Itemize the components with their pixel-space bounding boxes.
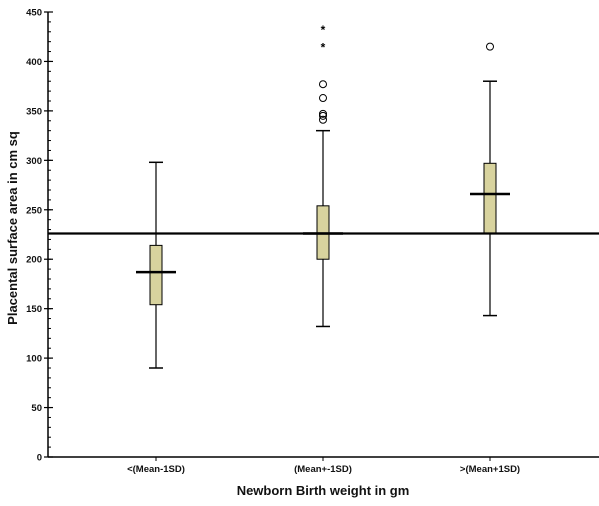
y-tick-label: 350	[26, 106, 42, 117]
y-axis-title: Placental surface area in cm sq	[5, 131, 20, 325]
outlier-point	[319, 80, 327, 89]
x-tick-label: (Mean+-1SD)	[294, 464, 352, 475]
x-tick-label: <(Mean-1SD)	[127, 464, 185, 475]
plot-area: 0 50 100 150 200 250 300 350 400 450 <(Mean-1SD) (M…	[26, 8, 599, 475]
y-tick-label: 100	[26, 354, 42, 365]
outlier-point	[486, 42, 494, 51]
box-group	[470, 42, 510, 317]
y-tick-label: 150	[26, 304, 42, 315]
y-tick-label: 0	[37, 453, 42, 464]
outlier-point	[319, 111, 327, 120]
box-group: **	[303, 23, 343, 328]
iqr-box	[483, 162, 497, 235]
y-tick-label: 50	[31, 403, 42, 414]
x-axis-title: Newborn Birth weight in gm	[237, 483, 410, 498]
extreme-point: *	[321, 41, 326, 55]
x-tick-label: >(Mean+1SD)	[460, 464, 520, 475]
outlier-point	[319, 94, 327, 103]
iqr-box	[149, 244, 163, 306]
y-tick-label: 250	[26, 205, 42, 216]
box-group	[136, 161, 176, 369]
extreme-point: *	[321, 23, 326, 37]
y-tick-label: 400	[26, 57, 42, 68]
y-tick-label: 300	[26, 156, 42, 167]
y-tick-label: 200	[26, 255, 42, 266]
y-tick-label: 450	[26, 8, 42, 19]
outlier-point	[319, 109, 327, 118]
outlier-point	[319, 115, 327, 124]
